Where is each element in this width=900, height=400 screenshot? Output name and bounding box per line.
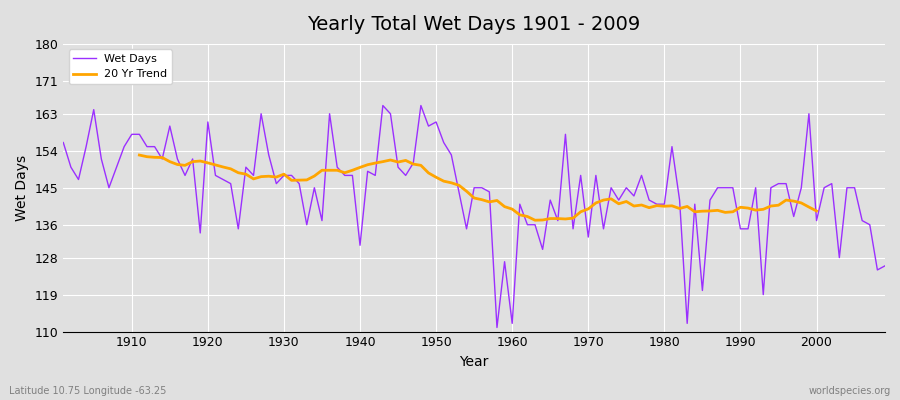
20 Yr Trend [811, 208, 822, 213]
Wet Days [332, 165, 343, 170]
20 Yr Trend [788, 199, 799, 204]
20 Yr Trend [339, 170, 350, 175]
Y-axis label: Wet Days: Wet Days [15, 155, 29, 221]
20 Yr Trend [529, 218, 540, 223]
Wet Days [58, 140, 68, 145]
Wet Days [879, 264, 890, 268]
Legend: Wet Days, 20 Yr Trend: Wet Days, 20 Yr Trend [68, 50, 172, 84]
Wet Days [377, 103, 388, 108]
Title: Yearly Total Wet Days 1901 - 2009: Yearly Total Wet Days 1901 - 2009 [308, 15, 641, 34]
20 Yr Trend [705, 208, 716, 213]
Wet Days [119, 144, 130, 149]
X-axis label: Year: Year [460, 355, 489, 369]
Wet Days [613, 198, 624, 202]
Wet Days [522, 222, 533, 227]
20 Yr Trend [134, 153, 145, 158]
Wet Days [491, 325, 502, 330]
Wet Days [515, 202, 526, 206]
Line: 20 Yr Trend: 20 Yr Trend [140, 155, 816, 220]
20 Yr Trend [720, 210, 731, 215]
20 Yr Trend [613, 201, 624, 206]
Line: Wet Days: Wet Days [63, 106, 885, 328]
Wet Days [286, 173, 297, 178]
Text: Latitude 10.75 Longitude -63.25: Latitude 10.75 Longitude -63.25 [9, 386, 166, 396]
20 Yr Trend [225, 166, 236, 171]
Text: worldspecies.org: worldspecies.org [809, 386, 891, 396]
